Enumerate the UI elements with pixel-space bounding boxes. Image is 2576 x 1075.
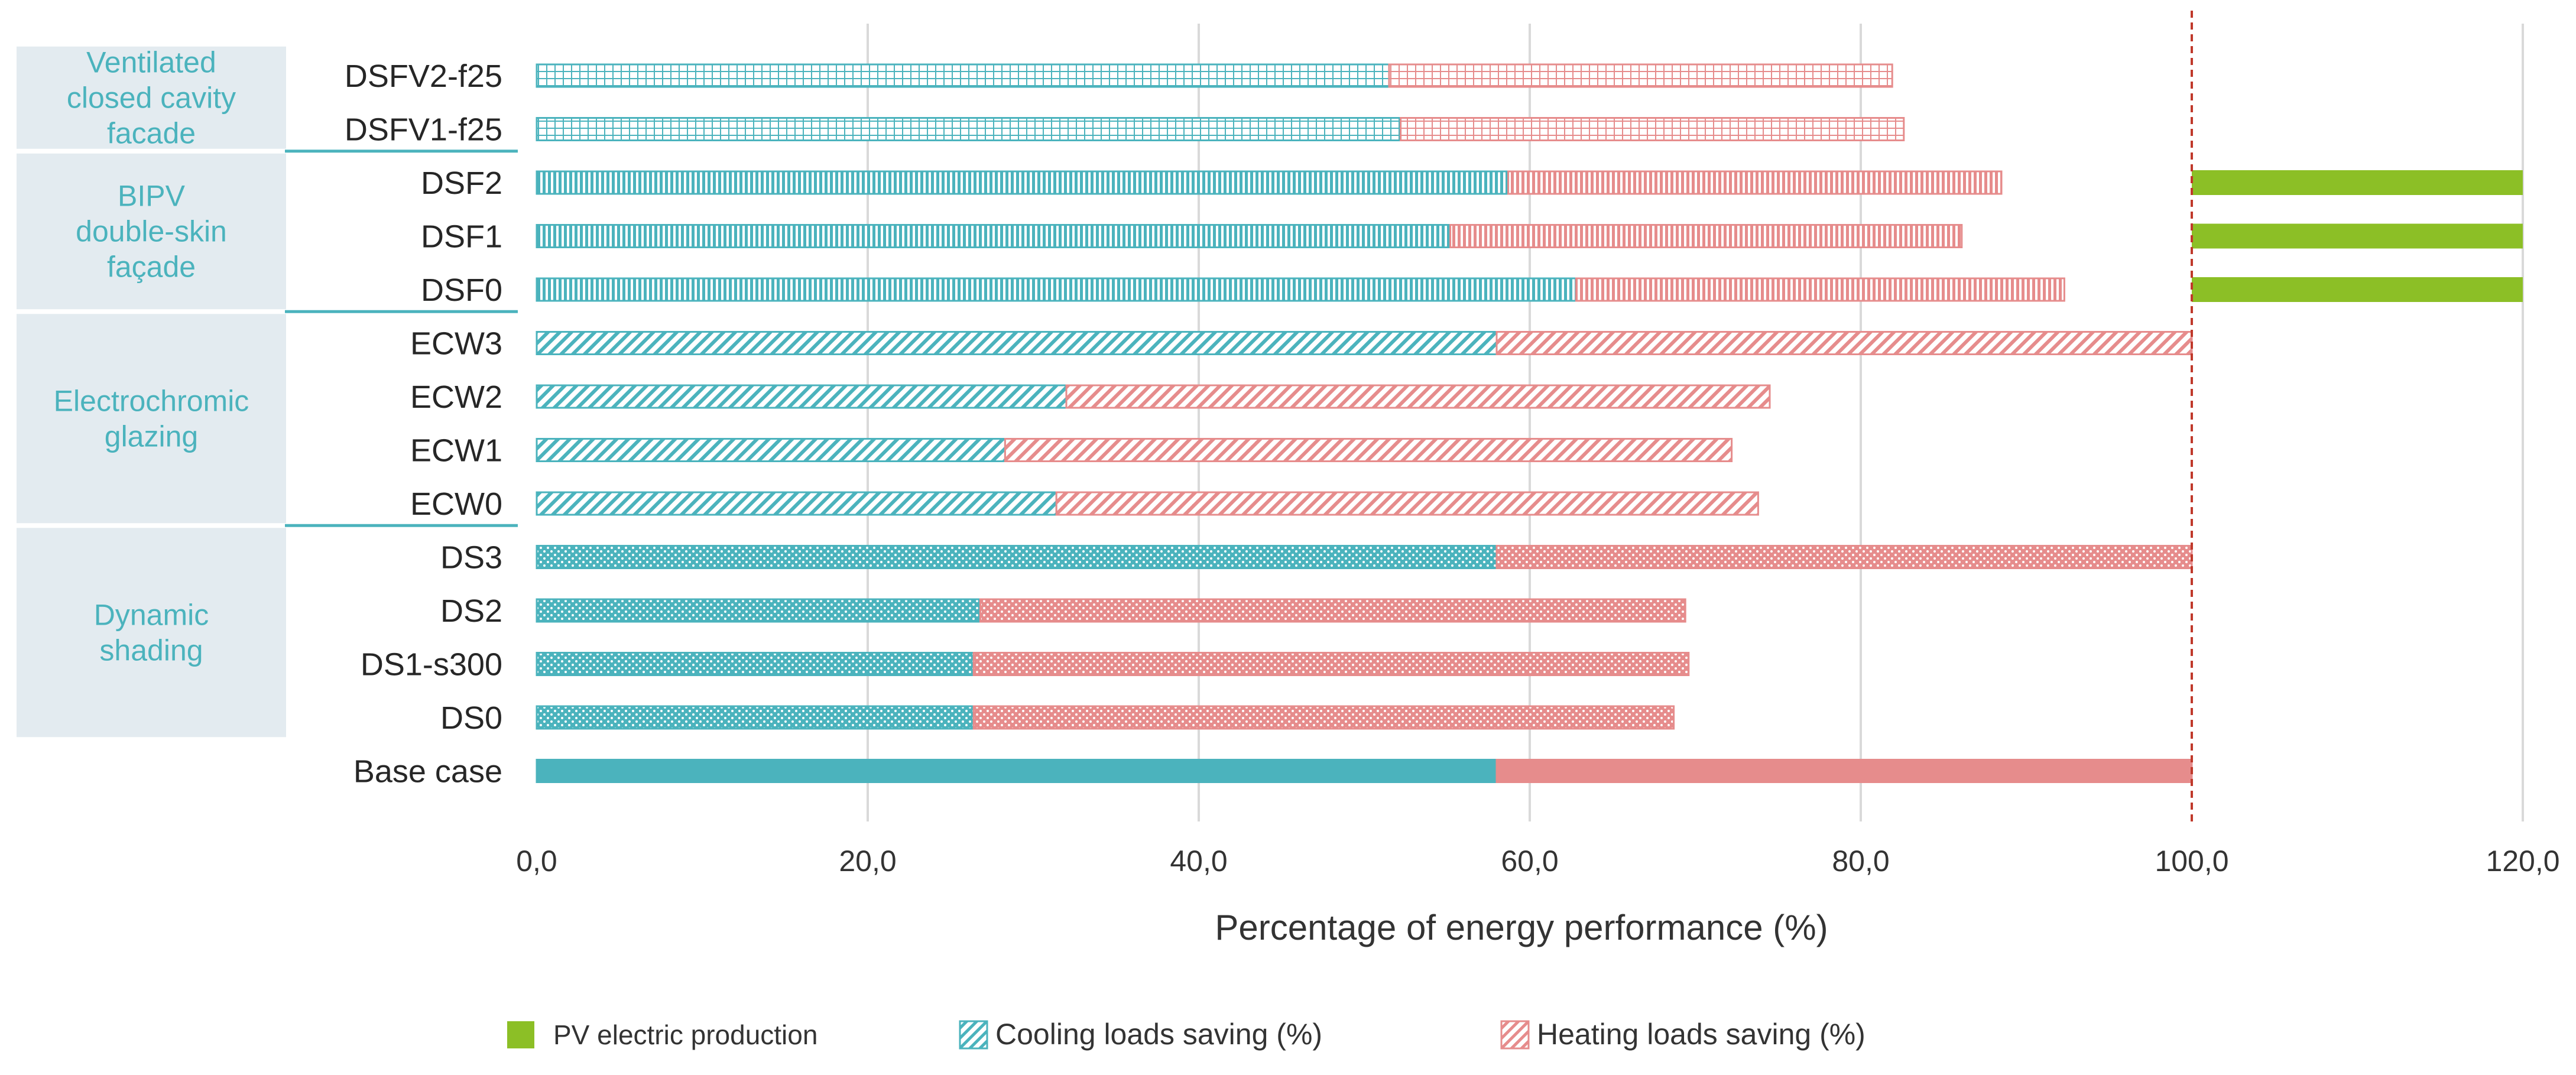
category-label: DSF1 [421,219,502,255]
category-label: DS3 [440,540,502,576]
category-label: DSF2 [421,165,502,201]
bar-cooling-ecw2 [536,384,1068,409]
x-tick-label: 80,0 [1832,845,1889,878]
bar-cooling-ds3 [536,545,1498,569]
bar-heating-dsf1 [1449,224,1963,248]
group-label-line: shading [99,634,203,667]
bar-heating-ecw0 [1055,491,1759,516]
legend-label-pv: PV electric production [553,1019,817,1050]
bar-heating-ecw1 [1004,438,1733,462]
group-label-line: Ventilated [86,46,216,79]
bar-heating-ecw2 [1065,384,1771,409]
bar-heating-base-case [1495,759,2193,783]
bar-cooling-ecw3 [536,331,1498,355]
bar-cooling-ecw0 [536,491,1057,516]
legend-swatch-pv [507,1021,534,1048]
category-label: DSF0 [421,272,502,308]
bar-pv-dsf1 [2192,223,2523,249]
bar-cooling-ds0 [536,705,975,730]
group-box [17,528,286,738]
group-box [17,153,286,310]
x-tick-label: 60,0 [1501,845,1558,878]
x-tick-label: 120,0 [2486,845,2559,878]
bar-cooling-dsf2 [536,170,1510,195]
group-label-line: facade [107,116,196,150]
bar-heating-dsfv1-f25 [1400,117,1905,141]
bar-cooling-dsfv1-f25 [536,117,1402,141]
x-tick-label: 40,0 [1170,845,1227,878]
bar-heating-dsf0 [1575,277,2065,302]
bar-pv-dsf2 [2192,170,2523,195]
bar-pv-dsf0 [2192,277,2523,302]
category-label: ECW2 [410,379,502,415]
category-label: DS0 [440,700,502,736]
group-label-line: closed cavity [67,81,236,114]
category-label: ECW3 [410,326,502,362]
category-label: DSFV1-f25 [345,112,502,148]
legend-swatch-cooling [959,1020,988,1050]
category-label: DS2 [440,593,502,629]
x-axis-title: Percentage of energy performance (%) [1215,908,1828,947]
category-label: Base case [353,754,502,790]
bar-cooling-dsf0 [536,277,1577,302]
legend-label-cooling: Cooling loads saving (%) [995,1018,1322,1051]
bar-heating-ds1-s300 [972,652,1690,676]
x-tick-label: 0,0 [516,845,557,878]
x-tick-label: 100,0 [2155,845,2228,878]
bar-cooling-dsf1 [536,224,1452,248]
bar-heating-dsfv2-f25 [1388,63,1893,88]
legend: PV electric production Cooling loads sav… [507,1018,1866,1051]
bar-cooling-dsfv2-f25 [536,63,1390,88]
category-label: DSFV2-f25 [345,59,502,94]
group-label-line: Dynamic [94,598,209,631]
bar-heating-dsf2 [1507,170,2003,195]
bar-heating-ds3 [1495,545,2193,569]
group-label-line: Electrochromic [54,384,249,417]
category-label: ECW0 [410,486,502,522]
category-label: DS1-s300 [361,647,502,683]
base-case-box [17,742,286,798]
bar-heating-ds2 [979,598,1686,623]
bar-cooling-base-case [536,759,1498,783]
group-label-line: glazing [105,420,198,453]
bar-cooling-ecw1 [536,438,1006,462]
legend-label-heating: Heating loads saving (%) [1537,1018,1866,1051]
legend-swatch-heating [1500,1020,1530,1050]
bar-heating-ds0 [972,705,1675,730]
group-box [17,314,286,524]
group-label-line: BIPV [118,180,186,213]
group-box [17,46,286,149]
group-label-line: façade [107,251,196,284]
bar-heating-ecw3 [1495,331,2193,355]
category-label: ECW1 [410,433,502,469]
group-label-line: double-skin [76,215,227,248]
bar-cooling-ds2 [536,598,981,623]
x-tick-label: 20,0 [839,845,896,878]
bar-cooling-ds1-s300 [536,652,975,676]
